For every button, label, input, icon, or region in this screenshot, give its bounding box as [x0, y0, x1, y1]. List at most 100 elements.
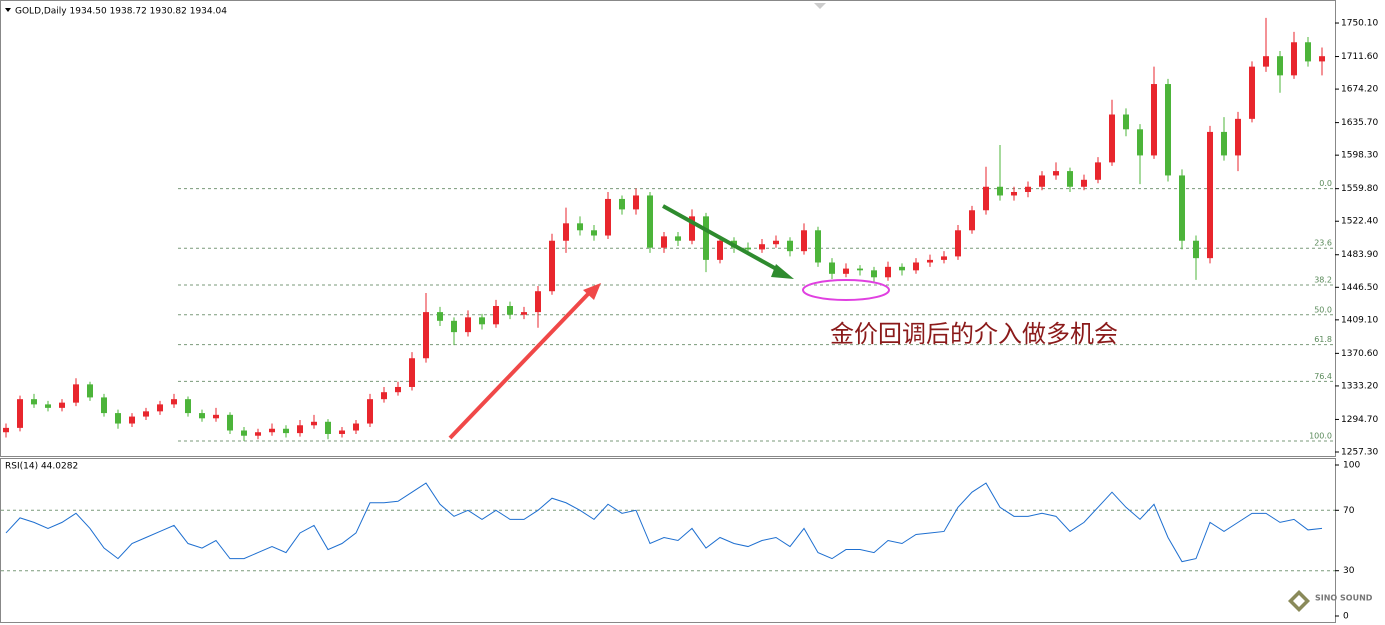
- candle-body: [1039, 175, 1045, 187]
- candle-body: [521, 312, 527, 315]
- candle-body: [871, 270, 877, 278]
- candle-body: [129, 416, 135, 424]
- candle-body: [1137, 129, 1143, 156]
- candle-body: [1053, 171, 1059, 176]
- candle-body: [451, 320, 457, 333]
- candle-body: [1011, 191, 1017, 196]
- candle-body: [717, 240, 723, 260]
- candle-body: [843, 268, 849, 274]
- candle-body: [213, 414, 219, 419]
- candle-body: [353, 423, 359, 431]
- candle-body: [689, 216, 695, 241]
- candle-body: [899, 266, 905, 271]
- candle-body: [549, 240, 555, 292]
- candle-body: [297, 425, 303, 434]
- annotation: 金价回调后的介入做多机会: [830, 320, 1118, 348]
- candle-body: [577, 223, 583, 231]
- y-tick-label: 1409.10: [1341, 315, 1378, 325]
- candle-body: [1277, 56, 1283, 76]
- candle-body: [507, 306, 513, 315]
- y-tick-label: 1333.20: [1341, 381, 1378, 391]
- highlight-ellipse: [802, 279, 890, 301]
- chart-title: GOLD,Daily 1934.50 1938.72 1930.82 1934.…: [15, 7, 227, 17]
- up-arrow-head: [583, 283, 601, 300]
- candle-body: [367, 399, 373, 424]
- fib-label: 23.6: [1314, 239, 1332, 248]
- candle-body: [241, 430, 247, 436]
- candle-body: [1291, 42, 1297, 76]
- candle-body: [1263, 56, 1269, 67]
- candle-body: [17, 399, 23, 428]
- candle-body: [493, 306, 499, 325]
- candle-body: [1193, 240, 1199, 259]
- fib-label: 76.4: [1314, 372, 1332, 381]
- candle-body: [1305, 42, 1311, 62]
- rsi-tick-label: 100: [1343, 461, 1360, 471]
- candle-body: [633, 195, 639, 210]
- candle-body: [1249, 66, 1255, 119]
- candle-body: [325, 421, 331, 434]
- candle-body: [801, 230, 807, 252]
- candle-body: [437, 312, 443, 321]
- y-tick-label: 1522.40: [1341, 217, 1378, 227]
- candle-body: [115, 413, 121, 424]
- candle-body: [45, 404, 51, 408]
- candle-body: [913, 262, 919, 271]
- candle-body: [199, 413, 205, 419]
- fib-label: 50.0: [1314, 305, 1332, 314]
- rsi-panel: [0, 458, 1336, 623]
- rsi-line: [5, 482, 1323, 563]
- fib-label: 0.0: [1319, 179, 1332, 188]
- candle-body: [87, 384, 93, 398]
- candle-body: [815, 230, 821, 263]
- candle-body: [787, 240, 793, 252]
- candle-body: [1165, 84, 1171, 176]
- candle-body: [969, 210, 975, 231]
- y-tick-label: 1370.60: [1341, 349, 1378, 359]
- candle-body: [1025, 186, 1031, 192]
- candle-body: [605, 198, 611, 236]
- candle-body: [143, 411, 149, 417]
- candle-body: [171, 399, 177, 405]
- down-arrow: [662, 204, 781, 273]
- candle-body: [983, 186, 989, 211]
- candle-body: [3, 427, 9, 433]
- y-tick-label: 1711.60: [1341, 52, 1378, 62]
- candle-body: [1067, 171, 1073, 187]
- y-tick-label: 1674.20: [1341, 85, 1378, 95]
- price-panel: [0, 0, 1336, 457]
- candle-body: [759, 244, 765, 250]
- candle-body: [101, 397, 107, 414]
- y-tick-label: 1483.90: [1341, 250, 1378, 260]
- fib-label: 100.0: [1309, 431, 1332, 440]
- rsi-tick-label: 30: [1343, 566, 1355, 576]
- candle-body: [955, 230, 961, 257]
- candle-body: [1151, 84, 1157, 156]
- candle-body: [535, 291, 541, 313]
- candle-body: [745, 247, 751, 250]
- candle-body: [857, 268, 863, 271]
- candle-body: [339, 430, 345, 434]
- candle-body: [255, 432, 261, 436]
- candle-body: [563, 223, 569, 241]
- rsi-tick-label: 70: [1343, 506, 1355, 516]
- candle-body: [1207, 131, 1213, 259]
- y-tick-label: 1559.80: [1341, 184, 1378, 194]
- candle-body: [269, 428, 275, 433]
- candle-body: [1123, 114, 1129, 130]
- shift-marker: [814, 3, 826, 9]
- candle-body: [185, 399, 191, 414]
- candle-body: [31, 399, 37, 405]
- candle-body: [1319, 56, 1325, 62]
- candle-body: [661, 236, 667, 248]
- candle-body: [619, 198, 625, 210]
- candle-body: [941, 256, 947, 260]
- candle-body: [283, 428, 289, 434]
- watermark-logo: [1288, 590, 1310, 612]
- candle-body: [395, 386, 401, 393]
- candle-body: [591, 230, 597, 236]
- candle-body: [1095, 162, 1101, 180]
- candle-body: [1179, 175, 1185, 241]
- y-tick-label: 1257.30: [1341, 447, 1378, 457]
